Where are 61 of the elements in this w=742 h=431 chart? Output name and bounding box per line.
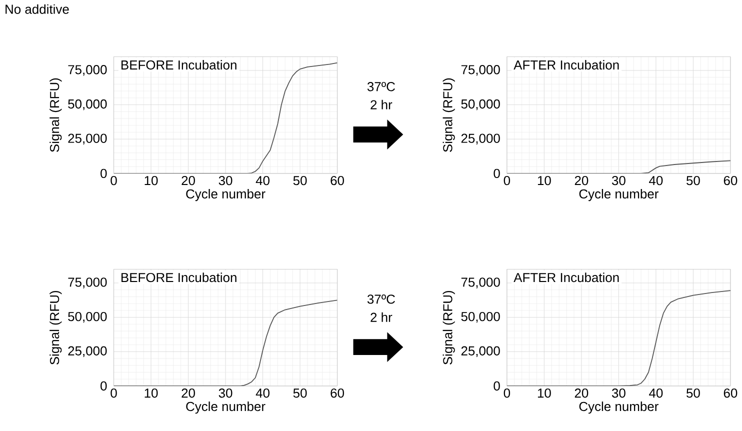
y-tick-label: 0 [100,381,107,391]
text: 37ºC [367,294,395,304]
y-tick-label: 50,000 [68,312,107,323]
x-tick-label: 40 [256,388,270,398]
x-tick-label: 0 [504,388,510,398]
chart-title: AFTER Incubation [514,272,619,282]
chart-title: BEFORE Incubation [122,60,236,70]
chart-title: BEFORE Incubation [122,272,236,282]
y-axis-title: Signal (RFU) [50,291,62,365]
y-tick-label: 50,000 [461,312,500,323]
x-tick-label: 30 [612,388,626,398]
x-tick-label: 40 [256,176,270,186]
x-tick-label: 50 [293,388,307,398]
y-tick-label: 25,000 [461,346,500,358]
y-axis-title: Signal (RFU) [442,291,455,365]
x-tick-label: 30 [218,388,232,398]
chart-subtitle: No additive [6,4,69,14]
x-tick-label: 20 [182,176,195,186]
y-tick-label: 75,000 [68,278,107,288]
x-axis-title: Cycle number [186,189,266,202]
y-tick-label: 0 [494,381,500,391]
x-tick-label: 10 [538,176,551,186]
x-tick-label: 40 [649,176,663,186]
text: 37ºC [367,82,395,92]
x-tick-label: 20 [574,388,588,398]
y-tick-label: 50,000 [68,99,107,110]
x-tick-label: 10 [144,176,158,186]
x-tick-label: 0 [504,176,510,186]
y-tick-label: 75,000 [461,65,500,76]
chart-title: AFTER Incubation [514,60,619,70]
y-tick-label: 0 [100,168,107,178]
x-tick-label: 60 [330,176,344,186]
x-tick-label: 50 [293,176,307,186]
y-tick-label: 25,000 [68,134,107,144]
y-tick-label: 0 [494,168,500,178]
text: 2 hr [370,100,392,110]
x-tick-label: 30 [218,176,232,186]
x-tick-label: 20 [574,176,588,186]
x-tick-label: 30 [612,176,626,186]
x-tick-label: 40 [649,388,663,398]
text: 2 hr [370,312,392,322]
y-axis-title: Signal (RFU) [50,78,62,152]
x-axis-title: Cycle number [579,402,658,414]
x-tick-label: 50 [686,176,700,186]
x-tick-label: 0 [110,388,117,398]
x-tick-label: 60 [724,388,738,398]
y-tick-label: 75,000 [461,278,500,288]
x-axis-title: Cycle number [186,402,266,414]
y-tick-label: 75,000 [68,65,107,76]
x-tick-label: 60 [724,176,738,186]
x-tick-label: 60 [330,388,344,398]
y-tick-label: 25,000 [461,134,500,144]
x-tick-label: 10 [144,388,158,398]
y-tick-label: 50,000 [461,99,500,110]
y-tick-label: 25,000 [68,346,107,358]
y-axis-title: Signal (RFU) [442,78,455,152]
x-tick-label: 50 [686,388,700,398]
x-tick-label: 0 [110,176,117,186]
x-tick-label: 10 [538,388,551,398]
x-tick-label: 20 [182,388,195,398]
x-axis-title: Cycle number [579,189,658,202]
